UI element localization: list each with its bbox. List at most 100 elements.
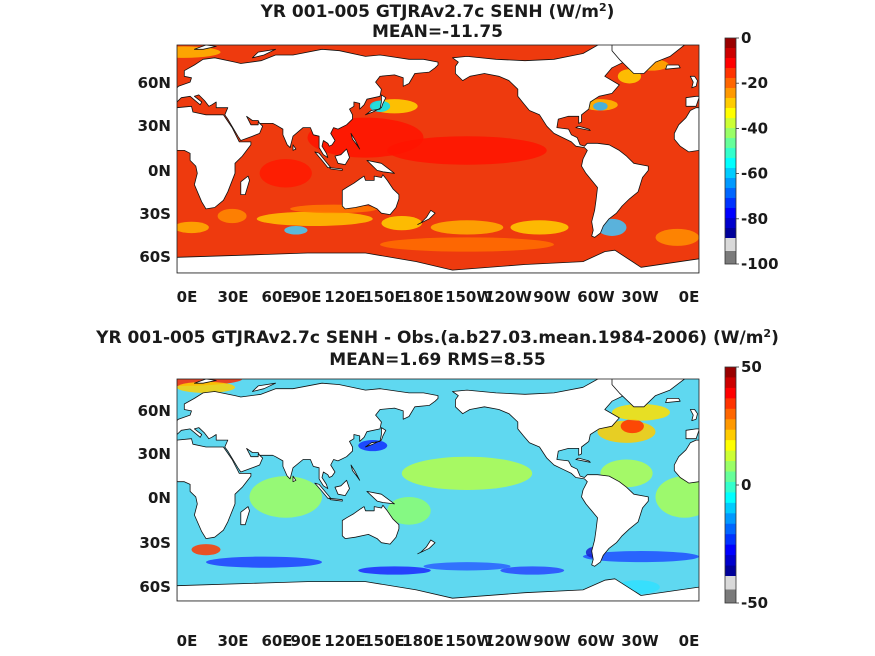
- colorbar-band: [725, 544, 736, 556]
- colorbar-band: [725, 555, 736, 567]
- landmass-britain: [689, 409, 698, 422]
- y-tick-label: 30S: [139, 205, 171, 223]
- colorbar-band: [725, 188, 736, 199]
- landmass-eurasia: [177, 48, 439, 159]
- landmass-africa: [177, 105, 252, 210]
- colorbar-band: [725, 419, 736, 431]
- field-anomaly: [256, 211, 373, 226]
- x-tick-label: 120E: [324, 632, 366, 650]
- colorbar-band: [725, 228, 736, 239]
- landmass-svalbard: [193, 45, 217, 50]
- field-anomaly: [259, 159, 312, 188]
- landmass-australia: [341, 174, 400, 216]
- x-tick-label: 0E: [177, 632, 198, 650]
- y-tick-label: 60S: [139, 248, 171, 266]
- y-tick-label: 60S: [139, 578, 171, 596]
- landmass-greenland: [611, 379, 685, 408]
- landmass-americas: [452, 379, 649, 567]
- landmass-java: [328, 497, 343, 502]
- colorbar-under-swatch: [725, 251, 736, 264]
- landmass-japan: [365, 94, 387, 116]
- x-tick-label: 180E: [402, 288, 444, 306]
- colorbar-band: [725, 387, 736, 399]
- y-tick-label: 30N: [138, 117, 171, 135]
- colorbar-band: [725, 523, 736, 535]
- colorbar-band: [725, 68, 736, 79]
- colorbar-tick-label: -80: [741, 210, 768, 228]
- colorbar-band: [725, 168, 736, 179]
- panel2-stats-label: MEAN=1.69 RMS=8.55: [329, 350, 546, 370]
- x-tick-label: 90E: [290, 632, 321, 650]
- field-anomaly: [655, 476, 699, 518]
- y-tick-label: 30S: [139, 534, 171, 552]
- landmass-antarctica: [177, 578, 699, 601]
- field-anomaly: [177, 46, 221, 58]
- landmass-iberia: [685, 428, 699, 440]
- landmass-africa: [177, 438, 252, 539]
- colorbar-band: [725, 481, 736, 493]
- landmass-srilanka: [292, 475, 297, 483]
- colorbar-frame: [724, 37, 737, 265]
- panel2-colorbar: 50 0 -50: [724, 358, 768, 612]
- x-tick-label: 150W: [445, 288, 493, 306]
- colorbar-band: [725, 48, 736, 59]
- landmass-cuba: [575, 457, 591, 463]
- panel1-title-close: ): [606, 2, 615, 22]
- panel2-map: [177, 379, 699, 601]
- colorbar-band: [725, 118, 736, 129]
- landmass-novaya: [251, 382, 277, 392]
- x-tick-label: 150E: [363, 288, 405, 306]
- landmass-novaya: [251, 48, 277, 59]
- y-tick-label: 60N: [138, 402, 171, 420]
- field-anomaly: [612, 403, 670, 421]
- colorbar-band: [725, 198, 736, 209]
- colorbar-tick-label: 50: [741, 358, 762, 376]
- colorbar-band: [725, 58, 736, 69]
- panel2-title-close: ): [771, 328, 779, 348]
- landmass-srilanka: [292, 144, 297, 151]
- colorbar-band: [725, 440, 736, 452]
- field-anomaly: [380, 237, 554, 252]
- x-tick-label: 30W: [621, 288, 659, 306]
- landmass-madagascar: [240, 175, 250, 196]
- colorbar-under-swatch: [725, 576, 736, 590]
- colorbar-band: [725, 377, 736, 389]
- colorbar-band: [725, 78, 736, 89]
- colorbar-band: [725, 408, 736, 420]
- x-tick-label: 90W: [533, 288, 571, 306]
- x-tick-label: 0E: [679, 288, 700, 306]
- x-tick-label: 150W: [445, 632, 493, 650]
- panel2-title-superscript: 2: [763, 327, 772, 340]
- field-anomaly: [583, 551, 699, 563]
- x-tick-label: 30E: [217, 632, 248, 650]
- landmass-newzealand: [417, 209, 436, 225]
- x-tick-label: 60W: [577, 288, 615, 306]
- colorbar-band: [725, 148, 736, 159]
- landmass-eurasia: [177, 382, 439, 490]
- landmass-africaW: [673, 439, 699, 484]
- colorbar-band: [725, 98, 736, 109]
- landmass-australia: [341, 504, 400, 545]
- colorbar-band: [725, 178, 736, 189]
- field-anomaly: [284, 225, 308, 235]
- landmass-iceland: [665, 397, 681, 404]
- landmass-newguinea: [366, 490, 395, 505]
- landmass-borneo: [334, 479, 350, 497]
- landmass-americas: [452, 45, 649, 238]
- colorbar-band: [725, 128, 736, 139]
- map-frame: [176, 378, 700, 602]
- colorbar-band: [725, 208, 736, 219]
- x-tick-label: 90W: [533, 632, 571, 650]
- x-tick-label: 30E: [217, 288, 248, 306]
- landmass-philippines: [350, 464, 361, 481]
- panel2-title-text: YR 001-005 GTJRAv2.7c SENH - Obs.(a.b27.…: [96, 328, 764, 348]
- field-anomaly: [381, 216, 423, 231]
- colorbar-band: [725, 429, 736, 441]
- y-tick-label: 30N: [138, 445, 171, 463]
- colorbar-tick-label: -50: [741, 594, 768, 612]
- field-anomaly: [500, 566, 565, 575]
- colorbar-band: [725, 492, 736, 504]
- panel1-colorbar: 0 -20 -40 -60 -80 -100: [724, 29, 779, 273]
- field-anomaly: [217, 208, 247, 224]
- field-anomaly: [401, 456, 533, 490]
